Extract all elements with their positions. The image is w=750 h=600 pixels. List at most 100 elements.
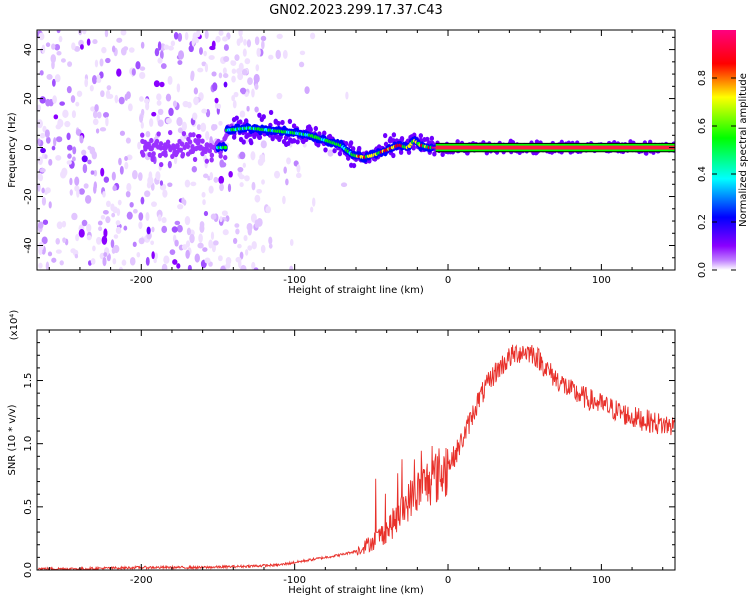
noise-cell	[90, 106, 96, 112]
noise-cell	[115, 220, 121, 226]
noise-cell	[236, 68, 242, 75]
noise-cell	[218, 72, 223, 79]
ridge-halo-cell	[276, 120, 281, 127]
noise-cell	[116, 68, 122, 77]
noise-cell	[145, 102, 150, 111]
ridge-halo-cell	[192, 156, 198, 163]
noise-cell	[66, 132, 71, 141]
noise-cell	[210, 231, 215, 240]
noise-cell	[201, 108, 208, 114]
noise-cell	[60, 170, 67, 179]
noise-cell	[129, 256, 136, 266]
noise-cell	[155, 171, 161, 181]
noise-cell	[199, 221, 205, 229]
ridge-halo-cell	[440, 151, 445, 157]
noise-cell	[86, 38, 91, 46]
noise-cell	[260, 244, 266, 254]
noise-cell	[161, 225, 168, 234]
noise-cell	[71, 110, 77, 119]
noise-cell	[191, 37, 196, 47]
noise-cell	[274, 170, 281, 179]
noise-cell	[81, 155, 88, 163]
ridge-halo-cell	[268, 109, 274, 116]
noise-cell	[268, 54, 274, 60]
noise-cell	[59, 260, 64, 266]
noise-cell	[39, 70, 44, 76]
ridge-halo-cell	[391, 132, 397, 138]
noise-cell	[118, 157, 122, 166]
noise-cell	[239, 151, 246, 160]
noise-cell	[218, 120, 223, 126]
noise-cell	[74, 253, 79, 259]
noise-cell	[202, 247, 208, 252]
noise-cell	[228, 170, 233, 178]
noise-cell	[59, 101, 65, 106]
noise-cell	[223, 81, 228, 88]
noise-cell	[112, 258, 117, 265]
noise-cell	[87, 159, 92, 165]
noise-cell	[132, 208, 138, 214]
noise-cell	[234, 223, 240, 228]
noise-cell	[105, 200, 111, 208]
noise-cell	[39, 132, 46, 139]
noise-cell	[48, 158, 53, 166]
noise-cell	[190, 70, 195, 79]
noise-cell	[191, 166, 198, 173]
snr-background	[37, 330, 675, 570]
noise-cell	[204, 63, 209, 73]
ridge-halo-cell	[234, 115, 239, 121]
noise-cell	[124, 156, 128, 162]
noise-cell	[167, 45, 174, 51]
noise-cell	[139, 96, 144, 102]
ridge-halo-cell	[398, 149, 404, 155]
noise-cell	[198, 233, 203, 243]
noise-cell	[159, 180, 164, 186]
noise-cell	[73, 45, 81, 52]
noise-cell	[78, 228, 85, 238]
noise-cell	[208, 185, 214, 194]
noise-cell	[54, 43, 61, 51]
ridge-halo-cell	[348, 140, 354, 146]
noise-cell	[255, 64, 260, 72]
noise-cell	[138, 237, 145, 245]
noise-cell	[153, 80, 160, 88]
noise-cell	[222, 36, 228, 42]
noise-cell	[91, 151, 98, 160]
noise-cell	[256, 217, 263, 227]
noise-cell	[39, 96, 46, 104]
noise-cell	[235, 228, 240, 235]
noise-cell	[218, 175, 225, 184]
noise-cell	[302, 142, 307, 148]
ridge-halo-cell	[399, 136, 405, 142]
noise-cell	[53, 114, 59, 120]
noise-cell	[137, 141, 141, 150]
noise-cell	[89, 85, 94, 92]
noise-cell	[233, 91, 239, 98]
noise-cell	[167, 75, 173, 85]
noise-cell	[74, 176, 80, 186]
noise-cell	[232, 100, 237, 109]
noise-cell	[296, 164, 301, 173]
noise-cell	[61, 220, 67, 228]
noise-cell	[345, 91, 349, 100]
noise-cell	[251, 88, 255, 98]
y-tick-label: 20	[23, 92, 34, 105]
noise-cell	[94, 104, 99, 112]
ridge-halo-cell	[209, 144, 214, 150]
noise-cell	[121, 259, 127, 266]
noise-cell	[237, 243, 242, 249]
ridge-halo-cell	[223, 154, 228, 161]
ridge-halo-cell	[207, 148, 213, 154]
noise-cell	[56, 50, 62, 56]
noise-cell	[312, 197, 316, 207]
noise-cell	[136, 251, 141, 258]
noise-cell	[112, 185, 117, 192]
noise-cell	[44, 154, 48, 159]
noise-cell	[261, 179, 265, 185]
noise-cell	[298, 61, 305, 68]
noise-cell	[139, 114, 144, 123]
noise-cell	[116, 208, 121, 217]
noise-cell	[209, 45, 216, 51]
noise-cell	[221, 210, 228, 217]
